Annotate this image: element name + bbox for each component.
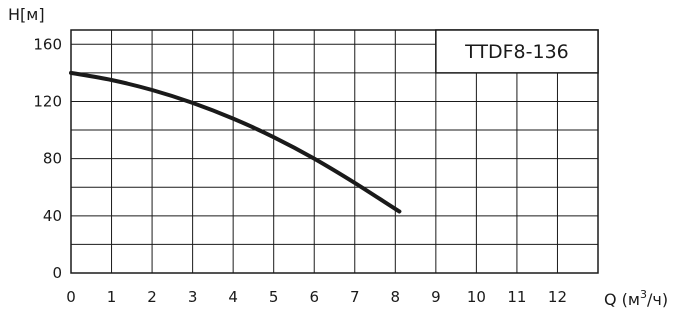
x-tick-label: 9 [431,288,441,306]
x-tick-labels: 0 1 2 3 4 5 6 7 8 9 10 11 12 [66,288,567,306]
y-tick-label: 0 [52,264,62,282]
x-tick-label: 2 [147,288,157,306]
y-axis-title-prefix: H [8,5,20,24]
y-axis-title-unit: [м] [20,5,45,24]
x-axis-title-suffix: /ч) [647,290,668,309]
x-tick-label: 11 [507,288,526,306]
model-label-box [435,29,599,74]
x-tick-label: 1 [107,288,117,306]
x-tick-label: 5 [269,288,279,306]
y-tick-label: 160 [33,35,62,53]
x-tick-label: 7 [350,288,360,306]
model-label: TTDF8-136 [464,41,569,63]
x-tick-label: 10 [467,288,486,306]
x-tick-label: 0 [66,288,76,306]
y-tick-label: 120 [33,92,62,110]
y-tick-labels: 0 40 80 120 160 [33,35,62,282]
series-line [69,70,402,214]
x-tick-label: 3 [188,288,198,306]
plot-frame [70,29,599,274]
x-tick-label: 4 [228,288,238,306]
x-axis-title: Q (м3/ч) [604,288,668,309]
x-tick-label: 12 [548,288,567,306]
x-tick-label: 8 [391,288,401,306]
y-tick-label: 80 [43,150,62,168]
y-tick-label: 40 [43,207,62,225]
x-tick-label: 6 [309,288,319,306]
x-axis-title-prefix: Q (м [604,290,640,309]
y-axis-title: H[м] [8,5,45,24]
x-axis-title-sup: 3 [640,288,647,301]
